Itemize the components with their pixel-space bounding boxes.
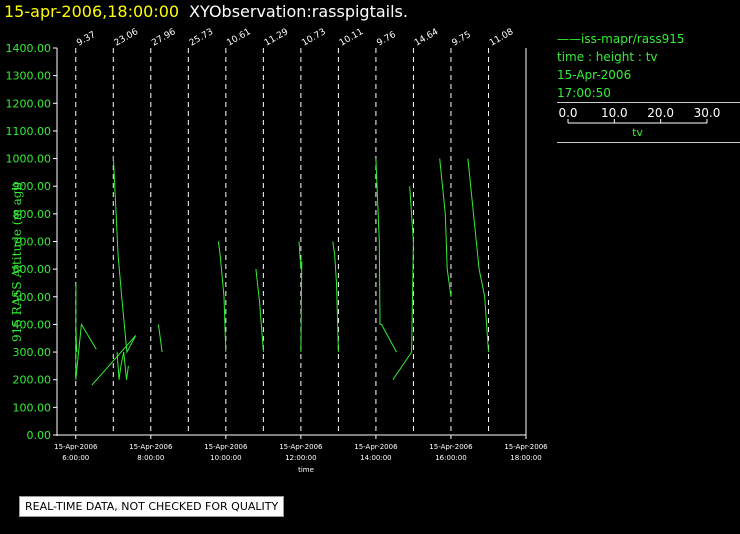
observation-label: 11.08	[488, 27, 516, 49]
observation-label: 11.29	[263, 27, 291, 49]
scale-tick-label: 10.0	[601, 106, 628, 120]
scale-tick-label: 20.0	[647, 106, 674, 120]
scale-tick-label: 30.0	[694, 106, 721, 120]
y-tick-label: 1200.00	[6, 97, 52, 110]
y-tick-label: 200.00	[13, 374, 52, 387]
y-tick-label: 1000.00	[6, 153, 52, 166]
y-tick-label: 0.00	[27, 429, 52, 442]
title-line: 15-apr-2006,18:00:00 XYObservation:rasspi…	[4, 2, 408, 26]
x-tick-time: 18:00:00	[510, 454, 541, 462]
tv-profile-line	[332, 241, 339, 353]
y-tick-label: 400.00	[13, 318, 52, 331]
observation-label: 9.75	[450, 30, 472, 49]
legend-series-name: iss-mapr/rass915	[581, 32, 685, 46]
observation-label: 9.37	[75, 30, 97, 49]
x-tick-date: 15-Apr-2006	[279, 443, 323, 451]
scale-tick-label: 0.0	[558, 106, 577, 120]
data-series	[75, 155, 489, 386]
axes: 0.00 100.00 200.00 300.00 400.00 500.00 600.00…	[6, 42, 549, 462]
x-tick-date: 15-Apr-2006	[504, 443, 548, 451]
scale-label: tv	[632, 126, 643, 139]
x-tick-time: 14:00:00	[360, 454, 391, 462]
y-axis-label: 915 RASS Altitude (m agl)	[10, 182, 24, 342]
legend: ——iss-mapr/rass915 time : height : tv 15…	[557, 30, 740, 143]
y-tick-label: 800.00	[13, 208, 52, 221]
y-tick-label: 1300.00	[6, 70, 52, 83]
tv-profile-line	[298, 241, 303, 353]
page-title: XYObservation:rasspigtails.	[189, 2, 408, 21]
x-tick-date: 15-Apr-2006	[204, 443, 248, 451]
y-tick-label: 1400.00	[6, 42, 52, 55]
observation-label: 10.11	[338, 27, 365, 49]
observation-label: 27.96	[150, 27, 178, 49]
tv-profile-line	[75, 282, 97, 380]
y-tick-label: 600.00	[13, 263, 52, 276]
tv-profile-line	[217, 241, 227, 353]
tv-profile-line	[439, 158, 452, 297]
tv-profile-line	[157, 324, 163, 353]
observation-label: 23.06	[113, 27, 141, 49]
y-tick-label: 100.00	[13, 401, 52, 414]
legend-divider-top	[557, 102, 740, 103]
y-tick-label: 700.00	[13, 236, 52, 249]
legend-time: 17:00:50	[557, 86, 611, 100]
x-tick-date: 15-Apr-2006	[354, 443, 398, 451]
observation-label: 14.64	[413, 27, 441, 49]
observation-label: 10.73	[300, 27, 327, 49]
observation-label: 9.76	[375, 30, 398, 49]
tv-profile-line	[392, 186, 414, 380]
legend-divider-bottom	[557, 142, 740, 143]
y-tick-label: 300.00	[13, 346, 52, 359]
tv-profile-line	[116, 352, 129, 380]
timestamp: 15-apr-2006,18:00:00	[4, 2, 180, 21]
x-tick-date: 15-Apr-2006	[129, 443, 173, 451]
y-tick-label: 900.00	[13, 180, 52, 193]
x-axis-label: time	[298, 466, 314, 474]
observation-label: 10.61	[225, 27, 252, 49]
y-tick-label: 500.00	[13, 291, 52, 304]
tv-profile-line	[91, 155, 137, 386]
x-tick-time: 12:00:00	[285, 454, 316, 462]
x-tick-date: 15-Apr-2006	[429, 443, 473, 451]
tv-profile-line	[375, 158, 397, 353]
observation-label: 25.73	[188, 27, 215, 49]
observation-lines: 9.37 23.06 27.96 25.73 10.61 11.29 10.73 10.11 9…	[75, 27, 516, 435]
tv-scale: 0.0 10.0 20.0 30.0 tv	[558, 106, 721, 139]
legend-date: 15-Apr-2006	[557, 68, 632, 82]
y-tick-label: 1100.00	[6, 125, 52, 138]
x-tick-time: 10:00:00	[210, 454, 241, 462]
quality-disclaimer: REAL-TIME DATA, NOT CHECKED FOR QUALITY	[19, 496, 285, 517]
legend-desc: time : height : tv	[557, 50, 658, 64]
tv-profile-line	[255, 269, 264, 353]
tv-profile-line	[467, 158, 489, 353]
x-tick-time: 16:00:00	[435, 454, 466, 462]
x-tick-date: 15-Apr-2006	[54, 443, 98, 451]
legend-series: ——iss-mapr/rass915	[557, 30, 740, 48]
x-tick-time: 8:00:00	[137, 454, 164, 462]
legend-line-swatch: ——	[557, 32, 581, 46]
x-tick-time: 6:00:00	[62, 454, 89, 462]
